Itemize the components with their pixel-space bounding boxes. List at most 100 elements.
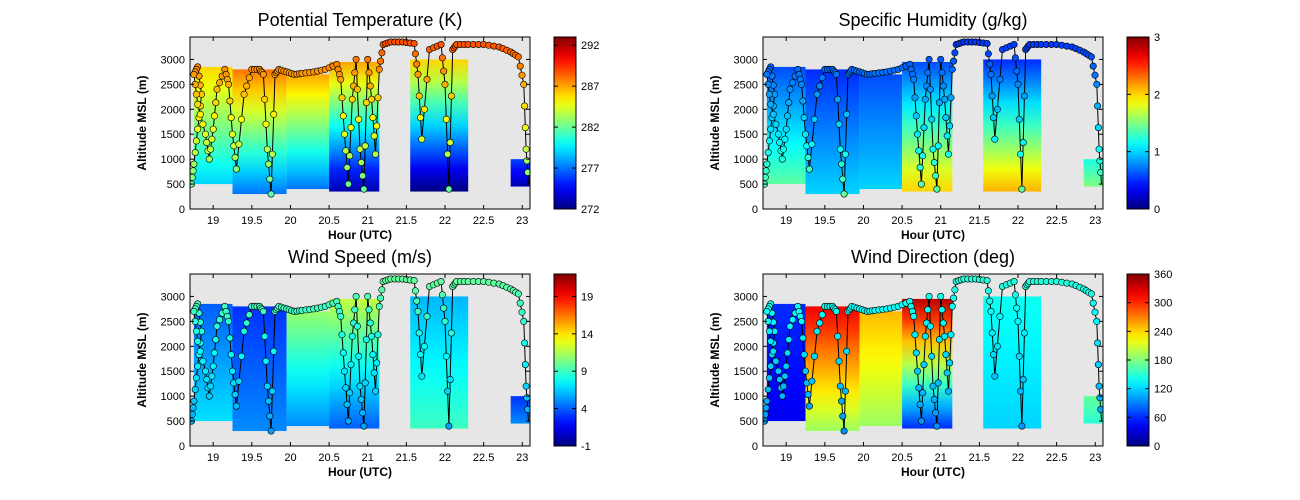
flight-point xyxy=(190,70,198,78)
x-tick-label: 21 xyxy=(362,452,374,464)
flight-point xyxy=(838,397,846,405)
y-tick-label: 2000 xyxy=(734,341,758,353)
flight-point xyxy=(262,120,270,128)
flight-point xyxy=(925,292,933,300)
plot-area xyxy=(190,38,530,198)
flight-point xyxy=(1091,308,1099,316)
flight-point xyxy=(447,329,455,337)
flight-point xyxy=(445,422,453,430)
flight-point xyxy=(947,94,955,102)
flight-point xyxy=(832,70,840,78)
flight-point xyxy=(232,165,240,173)
flight-point xyxy=(270,347,278,355)
flight-point xyxy=(991,372,999,380)
x-tick-label: 21 xyxy=(935,215,947,227)
flight-point xyxy=(813,90,821,98)
flight-point xyxy=(765,137,773,145)
flight-point xyxy=(339,112,347,120)
flight-point xyxy=(243,82,251,90)
colorbar xyxy=(553,36,577,210)
flight-point xyxy=(1010,277,1018,285)
y-tick-label: 3000 xyxy=(161,54,185,66)
profile-column xyxy=(510,396,530,424)
flight-point xyxy=(364,55,372,63)
flight-point xyxy=(785,336,793,344)
y-tick-label: 2500 xyxy=(734,316,758,328)
flight-point xyxy=(365,306,373,314)
flight-point xyxy=(235,377,243,385)
flight-point xyxy=(203,375,211,383)
flight-point xyxy=(232,402,240,410)
flight-point xyxy=(351,69,359,77)
flight-point xyxy=(440,304,448,312)
flight-point xyxy=(926,85,934,93)
flight-point xyxy=(411,50,419,58)
flight-point xyxy=(763,160,771,168)
flight-point xyxy=(1089,62,1097,70)
panel-1: 19 19.5 20 20.5 21 21.5 22 22.5 23 0 500 1000 1500 20… xyxy=(135,10,599,242)
flight-point xyxy=(521,124,529,132)
flight-point xyxy=(353,322,361,330)
flight-point xyxy=(937,292,945,300)
flight-point xyxy=(765,327,773,335)
x-axis-label: Hour (UTC) xyxy=(901,228,965,242)
flight-point xyxy=(518,308,526,316)
flight-point xyxy=(778,155,786,163)
flight-point xyxy=(378,286,386,294)
flight-point xyxy=(935,99,943,107)
flight-point xyxy=(342,384,350,392)
colorbar-tick-label: 272 xyxy=(581,204,599,216)
y-tick-label: 500 xyxy=(740,179,758,191)
x-tick-label: 20.5 xyxy=(318,215,339,227)
flight-point xyxy=(338,331,346,339)
x-tick-label: 22 xyxy=(439,452,451,464)
flight-point xyxy=(226,97,234,105)
x-tick-label: 19.5 xyxy=(814,215,835,227)
flight-point xyxy=(835,120,843,128)
x-tick-label: 23 xyxy=(516,215,528,227)
flight-point xyxy=(935,336,943,344)
flight-point xyxy=(357,395,365,403)
flight-point xyxy=(910,75,918,83)
flight-point xyxy=(378,49,386,57)
profile-column xyxy=(232,69,287,195)
plot-area xyxy=(190,275,530,435)
flight-point xyxy=(270,110,278,118)
y-tick-label: 2500 xyxy=(161,79,185,91)
flight-point xyxy=(521,339,529,347)
x-tick-label: 21.5 xyxy=(969,215,990,227)
flight-track-line xyxy=(764,41,1102,195)
flight-point xyxy=(983,39,991,47)
flight-point xyxy=(337,312,345,320)
flight-point xyxy=(942,351,950,359)
flight-point xyxy=(444,150,452,158)
flight-point xyxy=(360,185,368,193)
flight-point xyxy=(843,347,851,355)
flight-point xyxy=(767,100,775,108)
colorbar-tick-label: 2 xyxy=(1154,89,1160,101)
profile-column xyxy=(859,74,903,190)
flight-point xyxy=(423,75,431,83)
flight-point xyxy=(1011,291,1019,299)
flight-point xyxy=(938,306,946,314)
flight-point xyxy=(213,322,221,330)
y-axis-label: Altitude MSL (m) xyxy=(135,75,149,170)
flight-point xyxy=(782,362,790,370)
flight-point xyxy=(915,147,923,155)
flight-point xyxy=(418,372,426,380)
flight-point xyxy=(240,327,248,335)
y-tick-label: 0 xyxy=(752,204,758,216)
flight-point xyxy=(261,95,269,103)
x-tick-label: 20 xyxy=(284,452,296,464)
flight-point xyxy=(521,102,529,110)
flight-point xyxy=(442,115,450,123)
flight-point xyxy=(235,140,243,148)
chart-title: Potential Temperature (K) xyxy=(258,10,463,30)
flight-point xyxy=(370,132,378,140)
flight-point xyxy=(1094,361,1102,369)
flight-point xyxy=(364,292,372,300)
flight-point xyxy=(835,357,843,365)
flight-track-line xyxy=(191,278,529,432)
flight-point xyxy=(227,351,235,359)
flight-point xyxy=(268,387,276,395)
